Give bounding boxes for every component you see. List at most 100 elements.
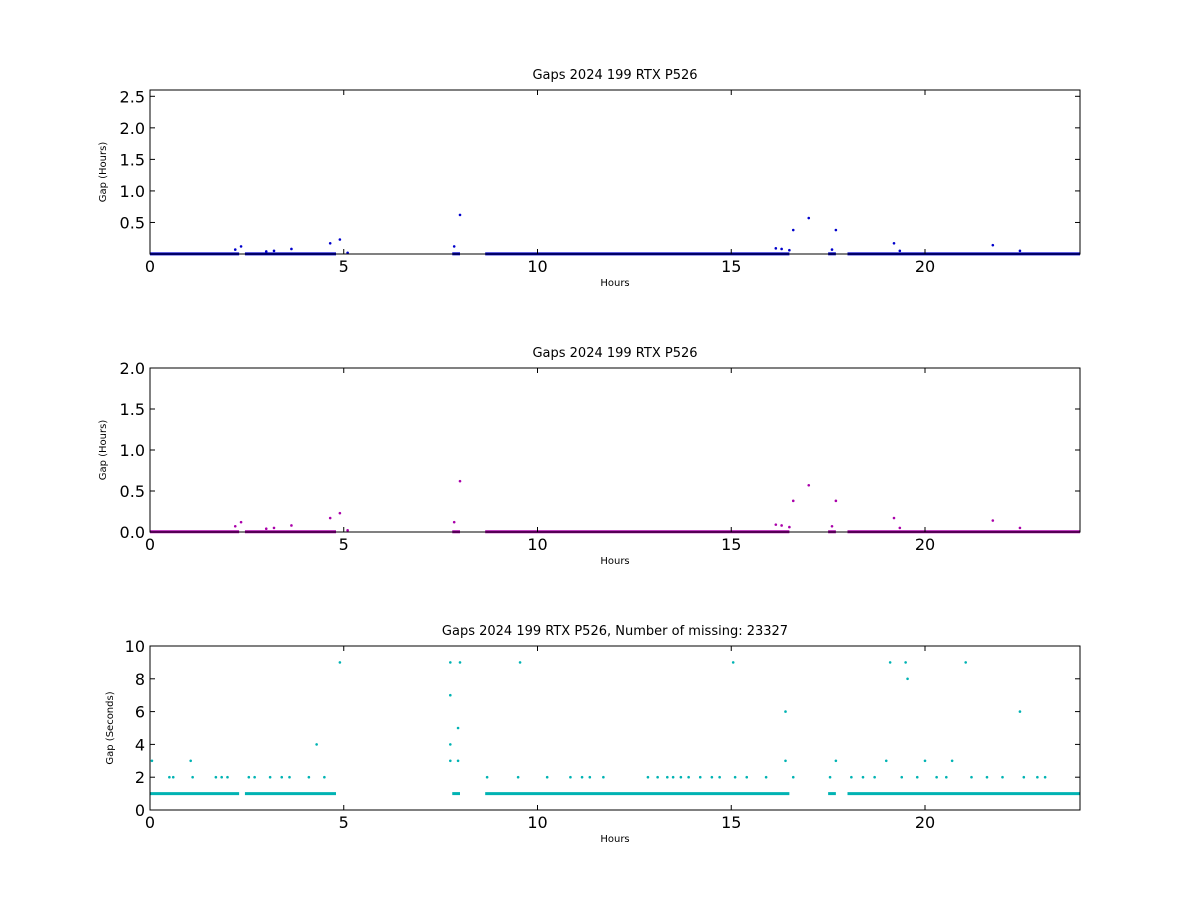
y-tick-label: 2: [135, 768, 145, 787]
data-point: [191, 775, 194, 779]
data-point: [834, 759, 838, 763]
data-point: [718, 775, 721, 779]
data-point: [666, 775, 669, 779]
x-tick-label: 0: [145, 535, 155, 554]
data-point: [239, 245, 243, 248]
chart-title: Gaps 2024 199 RTX P526: [532, 346, 697, 361]
data-point: [784, 759, 787, 763]
y-tick-label: 0.0: [120, 523, 145, 542]
y-tick-label: 1.0: [120, 182, 145, 201]
plot-frame: [149, 89, 1081, 255]
data-point: [233, 248, 237, 251]
x-tick-label: 5: [339, 813, 349, 832]
data-point: [830, 248, 834, 251]
data-point: [452, 245, 456, 248]
data-point: [970, 775, 973, 779]
data-point: [830, 524, 834, 528]
data-point: [239, 520, 243, 524]
data-point: [656, 775, 659, 779]
y-tick-label: 0.5: [120, 482, 145, 501]
data-point: [338, 661, 342, 664]
data-point: [807, 216, 811, 220]
data-point: [985, 775, 989, 779]
data-point: [1018, 526, 1022, 530]
data-point: [861, 775, 865, 779]
data-point: [449, 759, 452, 763]
y-tick-label: 2.0: [120, 359, 145, 378]
data-point: [569, 775, 572, 779]
x-tick-label: 20: [915, 257, 935, 276]
data-point: [780, 524, 783, 527]
x-tick-label: 0: [145, 257, 155, 276]
data-point: [458, 213, 462, 217]
data-point: [915, 775, 919, 779]
data-point: [935, 775, 938, 779]
data-point: [226, 775, 229, 779]
data-point: [272, 249, 276, 253]
data-point: [458, 479, 462, 483]
data-point: [774, 523, 778, 526]
data-point: [346, 251, 349, 255]
data-point: [1018, 710, 1022, 713]
data-point: [788, 248, 791, 252]
data-point: [828, 775, 832, 779]
data-point: [780, 247, 783, 251]
data-point: [945, 775, 948, 779]
x-tick-label: 15: [721, 535, 741, 554]
data-point: [991, 243, 995, 247]
x-tick-label: 5: [339, 535, 349, 554]
data-point: [991, 519, 995, 522]
data-point: [698, 775, 702, 779]
data-point: [892, 516, 896, 520]
data-point: [518, 661, 522, 664]
plot-frame: [149, 367, 1081, 533]
chart-title: Gaps 2024 199 RTX P526: [532, 68, 697, 83]
data-point: [733, 775, 737, 779]
y-tick-label: 8: [135, 670, 145, 689]
data-point: [290, 247, 293, 251]
data-point: [328, 516, 332, 520]
data-point: [888, 661, 892, 664]
data-point: [264, 250, 268, 253]
x-tick-label: 15: [721, 257, 741, 276]
y-tick-label: 1.5: [120, 150, 145, 169]
data-point: [687, 775, 690, 779]
y-axis-label: Gap (Hours): [98, 142, 109, 203]
data-point: [873, 775, 876, 779]
chart-title: Gaps 2024 199 RTX P526, Number of missin…: [442, 624, 788, 639]
data-point: [307, 775, 311, 779]
data-point: [791, 499, 795, 503]
data-point: [449, 743, 452, 746]
data-point: [646, 775, 650, 779]
x-tick-label: 15: [721, 813, 741, 832]
x-tick-label: 10: [527, 257, 547, 276]
x-tick-label: 20: [915, 535, 935, 554]
data-point: [671, 775, 675, 779]
data-point: [545, 775, 549, 779]
data-point: [220, 775, 223, 779]
data-point: [900, 775, 904, 779]
x-tick-label: 20: [915, 813, 935, 832]
data-point: [1001, 775, 1004, 779]
y-tick-label: 1.0: [120, 441, 145, 460]
y-tick-label: 2.5: [120, 87, 145, 106]
data-point: [904, 661, 907, 664]
y-tick-label: 10: [125, 637, 145, 656]
y-tick-label: 2.0: [120, 119, 145, 138]
data-point: [449, 661, 452, 664]
data-point: [964, 661, 967, 664]
data-point: [247, 775, 251, 779]
data-point: [458, 661, 462, 664]
data-point: [268, 775, 272, 779]
data-point: [485, 775, 489, 779]
data-point: [791, 775, 795, 779]
data-point: [323, 775, 326, 779]
x-axis-label: Hours: [600, 834, 629, 845]
data-point: [834, 499, 838, 503]
subplot-1: Gaps 2024 199 RTX P526 0 5 10 15 20 0.5 1.0 1.5 2…: [98, 68, 1081, 289]
data-point: [1022, 775, 1026, 779]
x-tick-label: 5: [339, 257, 349, 276]
data-point: [898, 526, 902, 530]
x-tick-label: 10: [527, 813, 547, 832]
data-point: [328, 241, 332, 245]
